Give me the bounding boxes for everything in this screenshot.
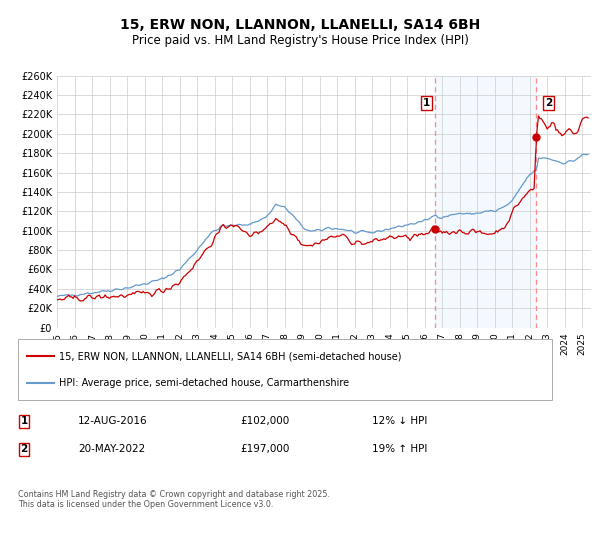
- Text: 15, ERW NON, LLANNON, LLANELLI, SA14 6BH (semi-detached house): 15, ERW NON, LLANNON, LLANELLI, SA14 6BH…: [59, 351, 401, 361]
- Text: 19% ↑ HPI: 19% ↑ HPI: [372, 444, 427, 454]
- Text: 12% ↓ HPI: 12% ↓ HPI: [372, 416, 427, 426]
- Text: Price paid vs. HM Land Registry's House Price Index (HPI): Price paid vs. HM Land Registry's House …: [131, 34, 469, 47]
- Text: £102,000: £102,000: [240, 416, 289, 426]
- Bar: [436, 76, 536, 328]
- Text: 20-MAY-2022: 20-MAY-2022: [78, 444, 145, 454]
- Text: 1: 1: [20, 416, 28, 426]
- Text: £197,000: £197,000: [240, 444, 289, 454]
- Text: 2: 2: [545, 98, 553, 108]
- Text: 15, ERW NON, LLANNON, LLANELLI, SA14 6BH: 15, ERW NON, LLANNON, LLANELLI, SA14 6BH: [120, 18, 480, 32]
- Text: HPI: Average price, semi-detached house, Carmarthenshire: HPI: Average price, semi-detached house,…: [59, 378, 349, 388]
- Text: 2: 2: [20, 444, 28, 454]
- Text: Contains HM Land Registry data © Crown copyright and database right 2025.
This d: Contains HM Land Registry data © Crown c…: [18, 490, 330, 510]
- Text: 1: 1: [423, 98, 430, 108]
- Text: 12-AUG-2016: 12-AUG-2016: [78, 416, 148, 426]
